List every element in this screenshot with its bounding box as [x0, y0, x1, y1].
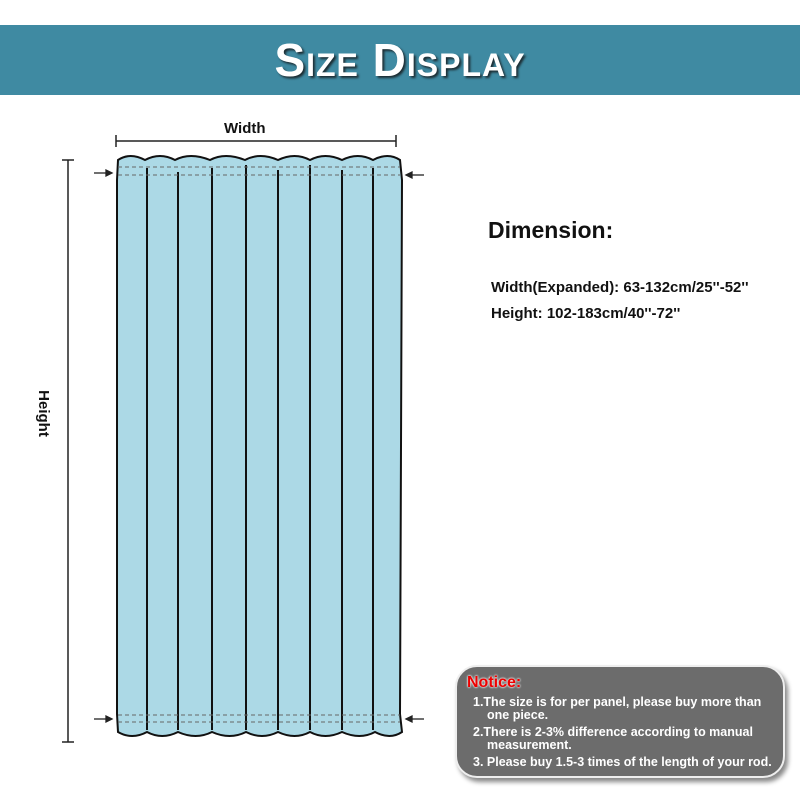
width-dimension-line — [115, 135, 397, 147]
notice-box: Notice: 1.The size is for per panel, ple… — [455, 665, 785, 778]
notice-item: 3. Please buy 1.5-3 times of the length … — [473, 755, 772, 769]
notice-title: Notice: — [467, 674, 522, 691]
height-label: Height — [34, 390, 52, 437]
width-label: Width — [224, 120, 266, 137]
height-dimension-line — [62, 159, 74, 743]
rod-pocket-lines — [118, 166, 400, 723]
dimension-width: Width(Expanded): 63-132cm/25''-52'' — [491, 279, 749, 296]
arrow-icons — [94, 168, 424, 724]
notice-item: 1.The size is for per panel, please buy … — [473, 695, 762, 722]
curtain-folds — [146, 165, 374, 730]
dimension-title: Dimension: — [488, 217, 614, 243]
notice-item: 2.There is 2-3% difference according to … — [473, 725, 753, 752]
curtain-panel — [116, 155, 404, 737]
page-title: Size Display — [274, 34, 526, 86]
header-banner: Size Display — [0, 25, 800, 95]
dimension-height: Height: 102-183cm/40''-72'' — [491, 305, 681, 322]
